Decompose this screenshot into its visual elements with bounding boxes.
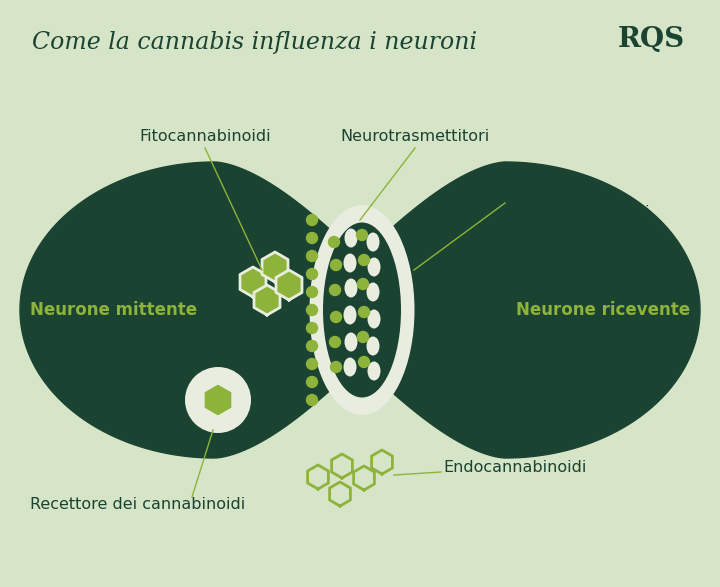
Circle shape <box>185 367 251 433</box>
Text: Come la cannabis influenza i neuroni: Come la cannabis influenza i neuroni <box>32 31 477 53</box>
Ellipse shape <box>343 305 356 325</box>
Polygon shape <box>307 465 328 489</box>
Circle shape <box>307 305 318 315</box>
Ellipse shape <box>366 282 379 302</box>
Circle shape <box>307 214 318 225</box>
Text: Fitocannabinoidi: Fitocannabinoidi <box>139 129 271 144</box>
Ellipse shape <box>367 309 380 329</box>
Polygon shape <box>372 450 392 474</box>
Text: Neurotrasmettitori: Neurotrasmettitori <box>341 129 490 144</box>
Circle shape <box>307 232 318 244</box>
Polygon shape <box>354 466 374 490</box>
Circle shape <box>307 322 318 333</box>
Circle shape <box>307 251 318 261</box>
Polygon shape <box>240 267 266 297</box>
Circle shape <box>359 356 369 367</box>
Text: Recettori dei
neurotrasmettitori: Recettori dei neurotrasmettitori <box>510 185 650 220</box>
Ellipse shape <box>343 357 356 376</box>
Circle shape <box>330 362 341 373</box>
Circle shape <box>307 394 318 406</box>
Ellipse shape <box>367 258 380 276</box>
Text: RQS: RQS <box>618 26 685 53</box>
Polygon shape <box>276 270 302 300</box>
Ellipse shape <box>323 222 401 397</box>
Circle shape <box>330 312 341 322</box>
Ellipse shape <box>343 254 356 272</box>
Ellipse shape <box>366 232 379 251</box>
Circle shape <box>307 340 318 352</box>
Ellipse shape <box>310 205 415 415</box>
Circle shape <box>330 285 341 295</box>
Circle shape <box>356 230 367 241</box>
Polygon shape <box>203 383 233 417</box>
Circle shape <box>307 268 318 279</box>
Ellipse shape <box>344 278 358 298</box>
Circle shape <box>359 255 369 265</box>
Circle shape <box>330 336 341 348</box>
Circle shape <box>307 359 318 369</box>
Circle shape <box>307 376 318 387</box>
Circle shape <box>358 332 369 342</box>
Polygon shape <box>330 482 351 506</box>
Ellipse shape <box>366 336 379 356</box>
Polygon shape <box>262 252 288 282</box>
Text: Neurone mittente: Neurone mittente <box>30 301 197 319</box>
Polygon shape <box>310 162 700 458</box>
Polygon shape <box>20 162 410 458</box>
Polygon shape <box>254 285 280 315</box>
Ellipse shape <box>367 362 380 380</box>
Ellipse shape <box>344 228 358 248</box>
Ellipse shape <box>344 332 358 352</box>
Text: Recettore dei cannabinoidi: Recettore dei cannabinoidi <box>30 497 246 512</box>
Circle shape <box>307 286 318 298</box>
Circle shape <box>358 278 369 289</box>
Text: Endocannabinoidi: Endocannabinoidi <box>443 460 586 475</box>
Polygon shape <box>332 454 352 478</box>
Text: Neurone ricevente: Neurone ricevente <box>516 301 690 319</box>
Circle shape <box>330 259 341 271</box>
Circle shape <box>328 237 340 248</box>
Circle shape <box>359 306 369 318</box>
